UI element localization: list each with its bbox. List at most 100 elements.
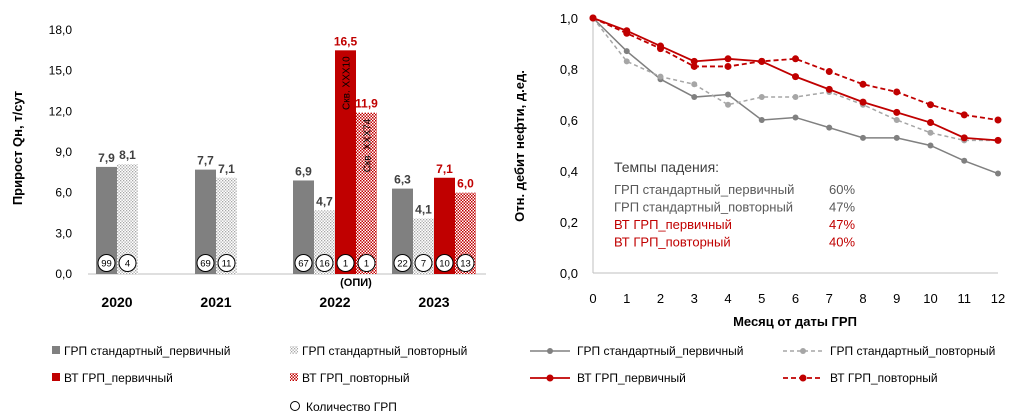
line-point	[792, 94, 799, 101]
bar-data-label: 7,7	[197, 154, 214, 168]
line-point	[623, 58, 630, 65]
line-point	[995, 170, 1001, 177]
bar-data-label: 16,5	[334, 34, 358, 48]
bar-x-tick-label: 2022	[319, 294, 350, 310]
line-x-tick-label: 7	[826, 291, 833, 306]
bar-y-axis-label: Прирост Qн, т/сут	[10, 91, 25, 205]
bar	[335, 50, 356, 275]
decline-rate-value: 47%	[829, 217, 855, 232]
bar-data-label: 6,0	[457, 177, 474, 191]
count-label: 4	[125, 259, 130, 270]
line-series	[592, 17, 999, 121]
bar-legend: ГРП стандартный_первичный ГРП стандартный…	[52, 344, 467, 414]
line-y-tick-label: 1,0	[560, 11, 578, 26]
decline-rate-label: ГРП стандартный_первичный	[614, 182, 794, 197]
count-marker	[393, 254, 412, 272]
line-legend-marker	[546, 374, 554, 382]
count-marker	[97, 254, 116, 272]
bar-category-note: (ОПИ)	[340, 277, 372, 289]
line-point	[724, 62, 732, 70]
bar-marks: 7,9 99 8,1 4 7,7 69 7,1 11 6,9 67 4,7 16 16,5 1 11,9 1 6…	[96, 34, 476, 275]
line-legend-label: ВТ ГРП_первичный	[577, 371, 686, 385]
line-y-tick-label: 0,2	[560, 215, 578, 230]
bar-y-tick-label: 3,0	[55, 226, 72, 240]
count-label: 16	[319, 259, 330, 270]
bar-data-label: 11,9	[355, 97, 378, 111]
line-point	[859, 80, 867, 88]
line-point	[758, 117, 765, 123]
bar-data-label: 7,1	[218, 162, 235, 176]
count-label: 99	[101, 259, 112, 270]
bar-data-label: 8,1	[119, 148, 136, 162]
bar-legend-swatch	[52, 346, 60, 354]
count-marker	[217, 254, 236, 272]
bar-x-tick-label: 2020	[101, 294, 132, 310]
line-point	[893, 108, 901, 116]
bar-legend-label: ГРП стандартный_повторный	[302, 344, 467, 358]
line-point	[792, 114, 799, 121]
line-point	[690, 57, 698, 65]
count-marker	[357, 254, 376, 272]
bar-data-label: 4,1	[415, 202, 432, 216]
count-marker	[294, 254, 313, 272]
line-x-tick-label: 2	[657, 291, 664, 306]
line-point	[927, 119, 934, 127]
count-label: 13	[460, 259, 471, 270]
line-legend-label: ГРП стандартный_первичный	[577, 344, 743, 358]
line-point	[690, 62, 698, 70]
line-x-tick-label: 5	[758, 291, 765, 306]
line-legend-label: ГРП стандартный_повторный	[830, 344, 995, 358]
bar-data-label: 7,9	[98, 151, 115, 165]
line-point	[758, 94, 765, 101]
line-point	[623, 29, 631, 37]
line-point	[725, 91, 731, 98]
bar-legend-swatch	[290, 346, 298, 354]
line-series-group	[589, 14, 1002, 177]
bar	[195, 169, 216, 274]
bar-y-axis: 0,0 3,0 6,0 9,0 12,0 15,0 18,0	[49, 23, 73, 281]
line-point	[725, 101, 731, 108]
line-legend: ГРП стандартный_первичный ГРП стандартный…	[530, 344, 995, 385]
line-point	[825, 85, 833, 93]
decline-rate-value: 60%	[829, 182, 855, 197]
count-marker	[315, 254, 334, 272]
line-x-tick-label: 9	[893, 291, 900, 306]
line-point	[994, 136, 1002, 144]
bar	[356, 112, 377, 274]
line-point	[792, 73, 799, 81]
line-point	[927, 142, 934, 149]
count-label: 22	[397, 259, 408, 270]
bar-x-tick-label: 2023	[418, 294, 449, 310]
line-point	[826, 124, 833, 131]
bar-x-tick-label: 2021	[200, 294, 231, 310]
line-x-tick-label: 8	[859, 291, 866, 306]
line-legend-marker	[547, 348, 553, 354]
decline-rates-title: Темпы падения:	[614, 159, 719, 175]
line-y-axis: 0,0 0,2 0,4 0,6 0,8 1,0	[560, 11, 578, 281]
count-label: 1	[343, 259, 348, 270]
bar	[117, 164, 138, 274]
line-y-axis-label: Отн. дебит нефти, д.ед.	[512, 70, 527, 222]
bar	[434, 177, 455, 274]
decline-rate-label: ГРП стандартный_повторный	[614, 200, 793, 215]
count-marker	[196, 254, 215, 272]
line-chart: Отн. дебит нефти, д.ед. 0,0 0,2 0,4 0,6 0,8 1…	[512, 11, 1005, 329]
bar	[392, 188, 413, 274]
line-point	[960, 111, 968, 119]
decline-rates-box: Темпы падения: ГРП стандартный_первичный…	[614, 159, 855, 250]
line-point	[792, 55, 799, 63]
line-x-tick-label: 0	[589, 291, 596, 306]
count-label: 69	[200, 259, 211, 270]
bar-legend-swatch	[52, 373, 60, 381]
count-marker	[118, 254, 137, 272]
line-y-tick-label: 0,6	[560, 113, 578, 128]
line-y-tick-label: 0,4	[560, 164, 578, 179]
line-y-tick-label: 0,0	[560, 266, 578, 281]
line-x-tick-label: 11	[958, 291, 972, 306]
decline-rate-value: 40%	[829, 235, 855, 250]
count-marker	[336, 254, 355, 272]
bar-y-tick-label: 18,0	[49, 23, 73, 37]
bar-data-label: 6,3	[394, 173, 411, 187]
bar-y-tick-label: 6,0	[55, 186, 72, 200]
